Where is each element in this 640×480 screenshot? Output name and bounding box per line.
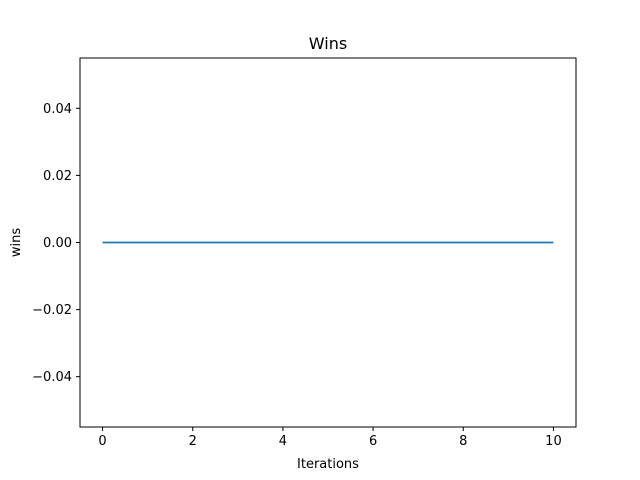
y-axis: −0.04 −0.02 0.00 0.02 0.04 bbox=[32, 102, 80, 385]
x-tick-label: 8 bbox=[459, 434, 467, 449]
x-tick-label: 6 bbox=[369, 434, 377, 449]
y-tick-label: 0.04 bbox=[43, 102, 72, 117]
y-axis-title: wins bbox=[9, 228, 24, 257]
y-tick-label: 0.00 bbox=[43, 236, 72, 251]
y-tick-label: 0.02 bbox=[43, 169, 72, 184]
x-axis-title: Iterations bbox=[297, 457, 359, 472]
x-tick-label: 4 bbox=[279, 434, 287, 449]
y-tick-label: −0.02 bbox=[32, 303, 72, 318]
y-tick-label: −0.04 bbox=[32, 370, 72, 385]
x-tick-label: 2 bbox=[189, 434, 197, 449]
x-tick-label: 0 bbox=[98, 434, 106, 449]
x-tick-label: 10 bbox=[545, 434, 562, 449]
chart-title: Wins bbox=[309, 34, 347, 53]
x-axis: 0 2 4 6 8 10 bbox=[98, 427, 562, 449]
